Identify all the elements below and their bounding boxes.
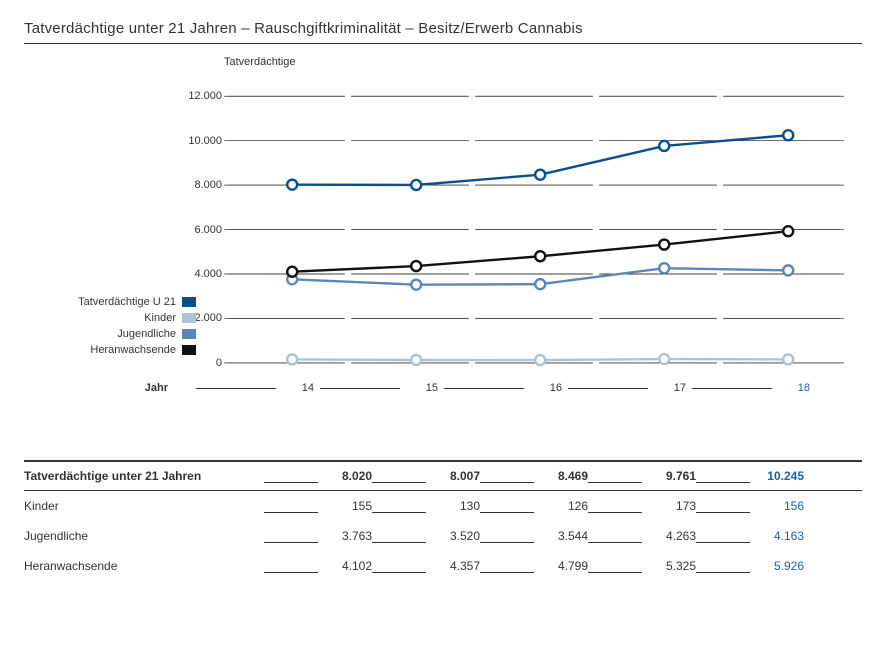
table-cell: 4.799	[480, 559, 588, 573]
table-cell-value: 156	[754, 499, 804, 513]
table-cell: 3.544	[480, 529, 588, 543]
table-cell: 155	[264, 499, 372, 513]
table-row: Heranwachsende 4.102 4.357 4.799 5.325 5.926	[24, 550, 862, 580]
legend-item-u21: Tatverdächtige U 21	[24, 294, 196, 310]
legend-swatch	[182, 297, 196, 307]
y-tick-label: 8.000	[174, 179, 222, 191]
legend-item-jugendliche: Jugendliche	[24, 326, 196, 342]
x-tick: 16	[444, 382, 562, 394]
table-row-label: Tatverdächtige unter 21 Jahren	[24, 469, 264, 483]
table-cell-value: 4.357	[430, 559, 480, 573]
table-cell: 5.926	[696, 559, 804, 573]
table-cell: 130	[372, 499, 480, 513]
table-cell-value: 126	[538, 499, 588, 513]
table-cell-value: 4.102	[322, 559, 372, 573]
x-tick-label: 16	[528, 382, 562, 394]
table-cell-value: 4.799	[538, 559, 588, 573]
table-cell-value: 9.761	[646, 469, 696, 483]
y-tick-label: 0	[174, 357, 222, 369]
x-axis-row: Jahr 14 15 16 17 18	[24, 382, 862, 394]
table-cell: 126	[480, 499, 588, 513]
y-axis-title: Tatverdächtige	[224, 56, 296, 68]
legend: Tatverdächtige U 21 Kinder Jugendliche Hera…	[24, 294, 196, 358]
legend-item-heranwachsende: Heranwachsende	[24, 342, 196, 358]
legend-swatch	[182, 313, 196, 323]
table-row: Kinder 155 130 126 173 156	[24, 490, 862, 520]
x-tick-label: 15	[404, 382, 438, 394]
legend-label: Kinder	[144, 312, 176, 324]
table-row-label: Kinder	[24, 499, 264, 513]
table-cell: 173	[588, 499, 696, 513]
legend-item-kinder: Kinder	[24, 310, 196, 326]
data-table: Tatverdächtige unter 21 Jahren 8.020 8.007…	[24, 460, 862, 580]
page-title: Tatverdächtige unter 21 Jahren – Rauschg…	[24, 20, 862, 44]
table-cell-value: 8.469	[538, 469, 588, 483]
table-cell-value: 4.263	[646, 529, 696, 543]
table-cell: 4.163	[696, 529, 804, 543]
table-cell-value: 3.763	[322, 529, 372, 543]
y-tick-label: 6.000	[174, 224, 222, 236]
table-cell-value: 155	[322, 499, 372, 513]
table-row: Tatverdächtige unter 21 Jahren 8.020 8.007…	[24, 460, 862, 490]
x-tick: 17	[568, 382, 686, 394]
table-cell: 8.469	[480, 469, 588, 483]
table-cell-value: 8.007	[430, 469, 480, 483]
x-axis-title: Jahr	[24, 382, 196, 394]
table-cell: 4.102	[264, 559, 372, 573]
x-tick: 15	[320, 382, 438, 394]
legend-label: Tatverdächtige U 21	[78, 296, 176, 308]
table-cell: 156	[696, 499, 804, 513]
legend-swatch	[182, 329, 196, 339]
table-cell: 4.357	[372, 559, 480, 573]
table-cell: 8.007	[372, 469, 480, 483]
table-cell-value: 130	[430, 499, 480, 513]
x-tick-label: 14	[280, 382, 314, 394]
chart-area: Tatverdächtige 02.0004.0006.0008.00010.0…	[24, 56, 862, 436]
table-cell: 8.020	[264, 469, 372, 483]
x-tick-label: 18	[776, 382, 810, 394]
x-tick: 14	[196, 382, 314, 394]
table-cell-value: 5.325	[646, 559, 696, 573]
table-cell-value: 3.520	[430, 529, 480, 543]
table-cell: 4.263	[588, 529, 696, 543]
table-row-label: Heranwachsende	[24, 559, 264, 573]
table-cell: 9.761	[588, 469, 696, 483]
legend-swatch	[182, 345, 196, 355]
table-cell: 10.245	[696, 469, 804, 483]
table-cell: 3.520	[372, 529, 480, 543]
table-cell-value: 4.163	[754, 529, 804, 543]
legend-label: Heranwachsende	[90, 344, 176, 356]
x-tick: 18	[692, 382, 810, 394]
x-tick-label: 17	[652, 382, 686, 394]
table-cell: 3.763	[264, 529, 372, 543]
table-cell-value: 3.544	[538, 529, 588, 543]
table-cell-value: 8.020	[322, 469, 372, 483]
table-cell: 5.325	[588, 559, 696, 573]
table-cell-value: 10.245	[754, 469, 804, 483]
table-cell-value: 173	[646, 499, 696, 513]
y-tick-label: 4.000	[174, 268, 222, 280]
y-tick-label: 12.000	[174, 90, 222, 102]
legend-label: Jugendliche	[117, 328, 176, 340]
y-tick-label: 10.000	[174, 135, 222, 147]
table-row: Jugendliche 3.763 3.520 3.544 4.263 4.163	[24, 520, 862, 550]
table-cell-value: 5.926	[754, 559, 804, 573]
line-chart	[224, 74, 844, 374]
table-row-label: Jugendliche	[24, 529, 264, 543]
